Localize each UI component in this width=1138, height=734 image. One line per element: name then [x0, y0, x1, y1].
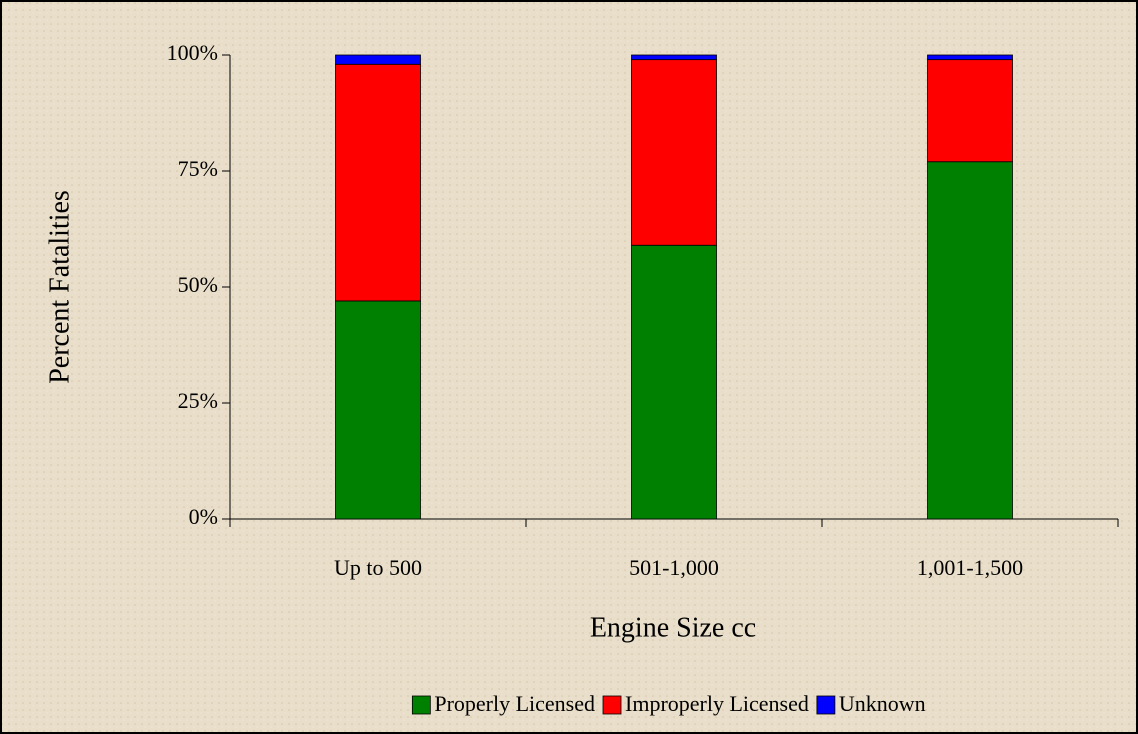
- x-tick-label: 501-1,000: [629, 555, 719, 580]
- legend-label: Unknown: [839, 691, 926, 716]
- bar-segment: [631, 54, 717, 61]
- legend-label: Properly Licensed: [434, 691, 595, 716]
- bar-segment: [335, 63, 421, 302]
- bar-segment: [335, 300, 421, 520]
- bar-segment: [927, 161, 1013, 520]
- y-tick-label: 100%: [167, 40, 218, 65]
- bar-segment: [927, 59, 1013, 163]
- y-tick-label: 25%: [178, 388, 218, 413]
- legend-label: Improperly Licensed: [625, 691, 809, 716]
- bar-segment: [631, 244, 717, 520]
- bar-segment: [631, 59, 717, 246]
- x-axis-label: Engine Size cc: [590, 612, 756, 643]
- y-tick-label: 75%: [178, 156, 218, 181]
- legend-swatch: [816, 695, 836, 715]
- x-tick-label: 1,001-1,500: [917, 555, 1023, 580]
- y-tick-label: 0%: [189, 504, 218, 529]
- x-tick-label: Up to 500: [334, 555, 422, 580]
- y-axis-label: Percent Fatalities: [44, 190, 75, 384]
- legend-swatch: [411, 695, 431, 715]
- y-tick-label: 50%: [178, 272, 218, 297]
- bar-segment: [927, 54, 1013, 61]
- legend-swatch: [602, 695, 622, 715]
- bar-segment: [335, 54, 421, 65]
